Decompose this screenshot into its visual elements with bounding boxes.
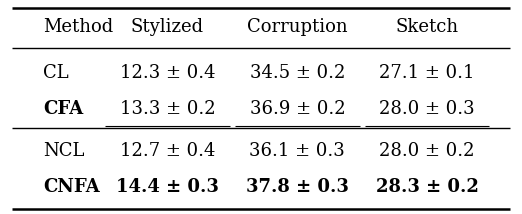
Text: Stylized: Stylized (131, 18, 204, 36)
Text: 34.5 ± 0.2: 34.5 ± 0.2 (250, 64, 345, 82)
Text: Method: Method (43, 18, 113, 36)
Text: 28.0 ± 0.2: 28.0 ± 0.2 (379, 142, 475, 160)
Text: CNFA: CNFA (43, 178, 100, 196)
Text: 36.1 ± 0.3: 36.1 ± 0.3 (250, 142, 345, 160)
Text: NCL: NCL (43, 142, 84, 160)
Text: 27.1 ± 0.1: 27.1 ± 0.1 (379, 64, 475, 82)
Text: Corruption: Corruption (247, 18, 348, 36)
Text: 13.3 ± 0.2: 13.3 ± 0.2 (120, 100, 216, 118)
Text: CFA: CFA (43, 100, 83, 118)
Text: 37.8 ± 0.3: 37.8 ± 0.3 (246, 178, 349, 196)
Text: 12.7 ± 0.4: 12.7 ± 0.4 (120, 142, 215, 160)
Text: 28.3 ± 0.2: 28.3 ± 0.2 (376, 178, 479, 196)
Text: Sketch: Sketch (396, 18, 459, 36)
Text: 28.0 ± 0.3: 28.0 ± 0.3 (379, 100, 475, 118)
Text: 36.9 ± 0.2: 36.9 ± 0.2 (250, 100, 345, 118)
Text: CL: CL (43, 64, 68, 82)
Text: 12.3 ± 0.4: 12.3 ± 0.4 (120, 64, 215, 82)
Text: 14.4 ± 0.3: 14.4 ± 0.3 (116, 178, 219, 196)
